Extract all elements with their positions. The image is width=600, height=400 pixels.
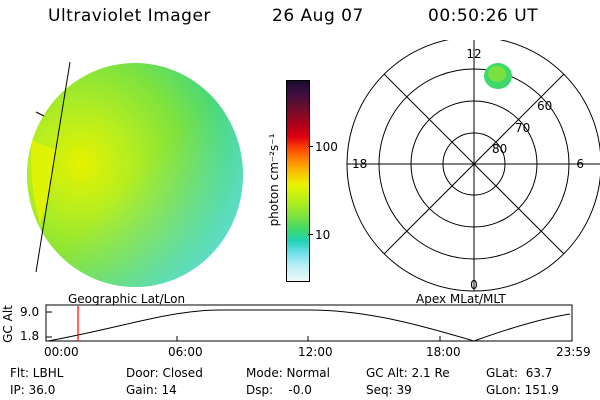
time-label: 00:50:26 UT <box>428 6 539 26</box>
alt-xlabel-2359: 23:59 <box>556 345 591 359</box>
colorbar <box>286 80 310 282</box>
instrument-title: Ultraviolet Imager <box>48 6 211 26</box>
mlt-label-12: 12 <box>466 47 481 61</box>
info-mode: Mode: Normal <box>246 366 330 380</box>
alt-ylabel: GC Alt <box>1 305 15 343</box>
info-seq: Seq: 39 <box>366 383 412 397</box>
alt-ytick-1.8: 1.8 <box>20 329 39 343</box>
apex-caption: Apex MLat/MLT <box>416 292 506 306</box>
mlt-label-6: 6 <box>576 157 584 171</box>
polar-mlt-plot: 12 18 6 0 60 70 80 <box>346 40 600 292</box>
imager-disk-panel <box>27 61 243 287</box>
info-door: Door: Closed <box>126 366 203 380</box>
lat-label-60: 60 <box>537 99 552 113</box>
info-glon: GLon: 151.9 <box>486 383 559 397</box>
aurora-blob <box>484 63 512 89</box>
colorbar-unit-label: photon cm⁻²s⁻¹ <box>267 133 281 227</box>
colorbar-tick-10 <box>308 234 313 235</box>
lat-label-70: 70 <box>515 121 530 135</box>
alt-xlabel-0000: 00:00 <box>44 345 79 359</box>
mlt-label-18: 18 <box>352 157 367 171</box>
alt-xlabel-1200: 12:00 <box>298 345 333 359</box>
disk-dayside-glow <box>27 63 243 287</box>
terminator-tick <box>35 111 45 117</box>
date-label: 26 Aug 07 <box>272 6 364 26</box>
alt-xlabel-0600: 06:00 <box>168 345 203 359</box>
geographic-caption: Geographic Lat/Lon <box>68 292 186 306</box>
colorbar-label-100: 100 <box>315 140 338 154</box>
polar-diagonal-2 <box>383 73 565 255</box>
colorbar-label-10: 10 <box>315 228 331 242</box>
info-gain: Gain: 14 <box>126 383 177 397</box>
colorbar-tick-100 <box>308 146 313 147</box>
info-dsp: Dsp: -0.0 <box>246 383 312 397</box>
alt-xlabel-1800: 18:00 <box>426 345 461 359</box>
info-flt: Flt: LBHL <box>10 366 64 380</box>
altitude-plot-frame <box>45 304 573 342</box>
info-ip: IP: 36.0 <box>10 383 56 397</box>
info-glat: GLat: 63.7 <box>486 366 553 380</box>
limb-bright-band <box>31 140 55 225</box>
alt-ytick-9: 9.0 <box>20 305 39 319</box>
mlt-label-0: 0 <box>470 278 478 292</box>
altitude-curve <box>47 309 571 342</box>
altitude-plot: 9.0 1.8 GC Alt 00:00 06:00 12:00 18:00 2… <box>1 304 591 359</box>
info-gcalt: GC Alt: 2.1 Re <box>366 366 450 380</box>
terminator-line <box>35 61 71 273</box>
lat-label-80: 80 <box>492 142 507 156</box>
